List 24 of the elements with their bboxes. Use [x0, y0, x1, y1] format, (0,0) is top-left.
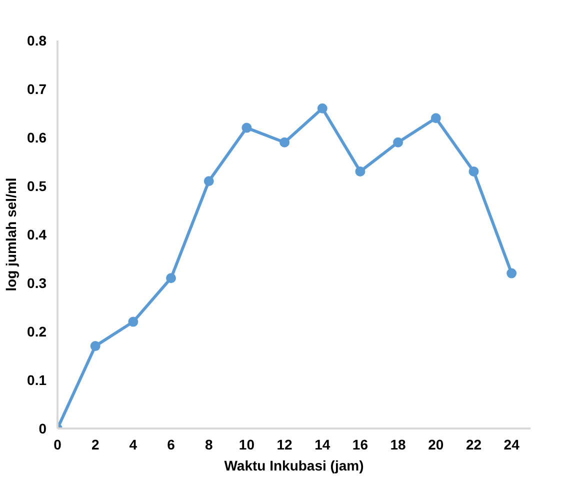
y-tick-label: 0.5 — [27, 178, 47, 194]
x-tick-label: 4 — [129, 436, 138, 452]
y-tick-label: 0.3 — [27, 275, 47, 291]
x-tick-label: 0 — [54, 436, 62, 452]
x-tick-label: 14 — [314, 436, 330, 452]
y-tick-label: 0.4 — [27, 226, 47, 242]
y-tick-label: 0.2 — [27, 324, 47, 340]
y-tick-label: 0 — [38, 420, 47, 436]
x-tick-label: 24 — [504, 436, 520, 452]
x-tick-label: 6 — [167, 436, 176, 452]
y-tick-label: 0.7 — [27, 81, 47, 97]
x-tick-label: 12 — [276, 436, 293, 452]
x-tick-label: 22 — [466, 436, 482, 452]
x-tick-label: 2 — [91, 436, 100, 452]
y-axis-title: log jumlah sel/ml — [3, 178, 20, 292]
x-tick-label: 20 — [428, 436, 444, 452]
x-tick-label: 18 — [390, 436, 406, 452]
y-tick-label: 0.1 — [27, 372, 47, 388]
x-tick-label: 10 — [238, 436, 255, 452]
x-axis-title: Waktu Inkubasi (jam) — [224, 458, 364, 474]
y-tick-label: 0.6 — [27, 130, 47, 146]
x-tick-label: 8 — [204, 436, 213, 452]
y-tick-label: 0.8 — [27, 32, 47, 48]
x-tick-label: 16 — [352, 436, 368, 452]
